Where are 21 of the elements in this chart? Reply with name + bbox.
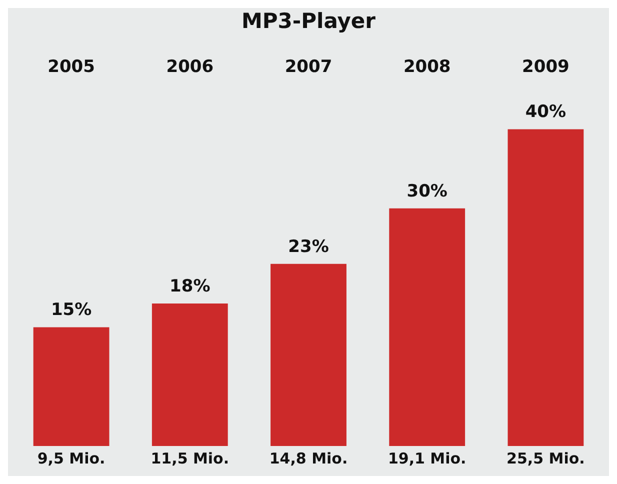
x-tick-label: 2008	[403, 56, 451, 77]
x-tick-label: 2005	[48, 56, 95, 77]
annotation: 11,5 Mio.	[150, 449, 230, 468]
bar	[270, 264, 346, 446]
x-tick-label: 2006	[166, 56, 214, 77]
annotation: 9,5 Mio.	[37, 449, 106, 468]
data-label: 30%	[406, 181, 448, 202]
bar	[33, 327, 110, 446]
bar	[389, 208, 466, 446]
x-tick-label: 2007	[284, 56, 332, 77]
x-tick-label: 2009	[522, 56, 570, 77]
data-label: 18%	[170, 276, 210, 296]
bar	[508, 129, 584, 446]
bar	[152, 303, 228, 446]
annotation: 19,1 Mio.	[388, 449, 466, 468]
data-label: 40%	[525, 102, 566, 122]
chart-title: MP3-Player	[241, 9, 376, 34]
data-label: 15%	[50, 300, 92, 320]
data-label: 23%	[288, 236, 329, 257]
annotation: 25,5 Mio.	[506, 449, 585, 468]
annotation: 14,8 Mio.	[269, 449, 348, 468]
